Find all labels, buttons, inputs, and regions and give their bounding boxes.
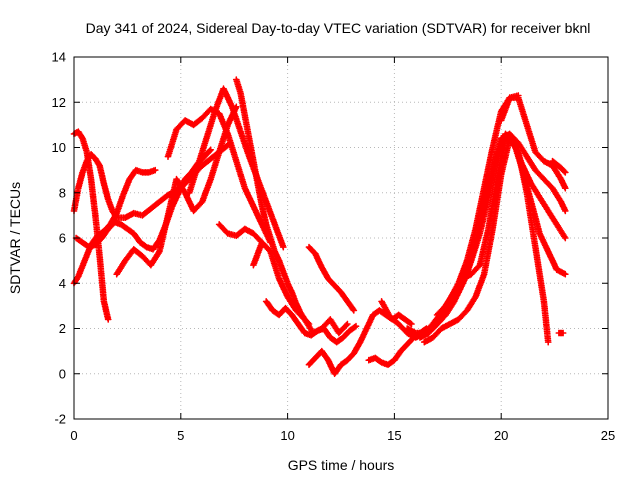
series-trace-21 (549, 157, 569, 176)
series-trace-13 (305, 307, 415, 378)
y-tick-label: -2 (54, 412, 66, 427)
axis-ticks (73, 56, 609, 420)
x-tick-label: 25 (601, 428, 615, 443)
tick-labels: -2 0 2 4 6 8 10 12 14 0 5 10 15 20 25 (52, 50, 616, 444)
x-tick-label: 0 (70, 428, 77, 443)
data-traces (70, 76, 569, 378)
series-trace-6 (164, 105, 274, 246)
y-tick-label: 2 (59, 321, 66, 336)
y-tick-label: 0 (59, 366, 66, 381)
series-trace-22 (555, 329, 567, 337)
y-tick-label: 6 (59, 231, 66, 246)
series-trace-12 (305, 243, 358, 314)
series-trace-19 (420, 135, 552, 346)
y-tick-label: 10 (52, 140, 66, 155)
y-axis-title: SDTVAR / TECUs (7, 182, 23, 294)
x-tick-label: 10 (280, 428, 294, 443)
series-trace-8 (232, 76, 313, 328)
x-tick-label: 5 (177, 428, 184, 443)
y-tick-label: 12 (52, 95, 66, 110)
series-trace-5 (113, 103, 240, 278)
series-trace-3 (70, 166, 159, 287)
chart-title: Day 341 of 2024, Sidereal Day-to-day VTE… (86, 20, 591, 36)
y-tick-label: 8 (59, 185, 66, 200)
series-trace-20 (497, 94, 569, 192)
x-tick-label: 20 (494, 428, 508, 443)
x-tick-label: 15 (387, 428, 401, 443)
y-tick-label: 14 (52, 50, 66, 65)
series-trace-11 (262, 298, 360, 346)
x-axis-title: GPS time / hours (288, 457, 395, 473)
y-tick-label: 4 (59, 276, 66, 291)
